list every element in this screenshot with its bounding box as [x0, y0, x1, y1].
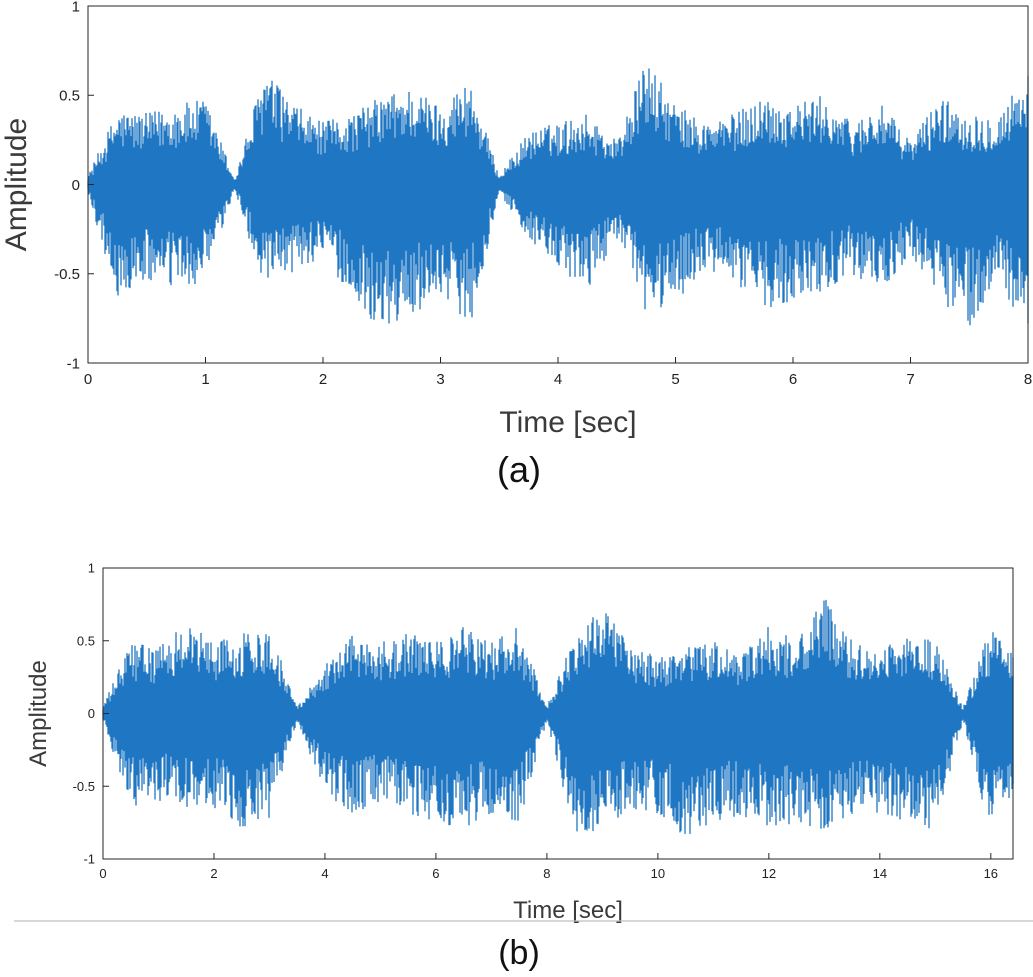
panel-a-y-tick-label: 0.5: [59, 88, 80, 105]
panel-b-waveform-series: [102, 599, 1014, 834]
panel-b-x-tick-label: 10: [651, 866, 665, 881]
panel-b-x-tick-label: 8: [543, 866, 550, 881]
panel-b-y-tick-label: 0: [88, 706, 95, 721]
panel-b-y-tick-label: 0.5: [77, 633, 95, 648]
panel-a-y-tick-label: -0.5: [54, 266, 80, 283]
panel-b-x-tick-label: 4: [321, 866, 328, 881]
panel-b-y-tick-label: 1: [88, 561, 95, 576]
panel-b-x-tick-label: 6: [432, 866, 439, 881]
panel-a-x-tick-label: 1: [201, 371, 209, 388]
panel-b-y-tick-label: -0.5: [73, 779, 95, 794]
panel-a-y-tick-label: -1: [67, 355, 80, 372]
panel-b-x-tick-label: 12: [762, 866, 776, 881]
panel-a-x-tick-label: 4: [554, 371, 562, 388]
panel-a-caption: (a): [497, 449, 541, 490]
panel-a-x-tick-label: 2: [319, 371, 327, 388]
panel-a-x-tick-label: 6: [789, 371, 797, 388]
panel-a-waveform-series: [87, 68, 1029, 326]
panel-b-x-tick-label: 2: [210, 866, 217, 881]
panel-a-x-tick-label: 7: [906, 371, 914, 388]
panel-b-x-tick-label: 14: [873, 866, 887, 881]
panel-b-y-tick-label: -1: [83, 852, 95, 867]
panel-a-x-tick-label: 0: [84, 371, 92, 388]
panel-a-x-tick-label: 8: [1024, 371, 1032, 388]
panel-a-x-tick-label: 5: [671, 371, 679, 388]
panel-b-x-tick-label: 0: [99, 866, 106, 881]
panel-a-y-tick-label: 1: [72, 0, 80, 15]
panel-b-x-tick-label: 16: [984, 866, 998, 881]
panel-a-y-tick-label: 0: [72, 177, 80, 194]
panel-a-y-axis-label: Amplitude: [0, 118, 33, 251]
panel-a-x-tick-label: 3: [436, 371, 444, 388]
panel-b-caption: (b): [498, 934, 540, 972]
panel-a-x-axis-label: Time [sec]: [499, 406, 636, 439]
panel-b-x-axis-label: Time [sec]: [513, 897, 623, 924]
panel-b-y-axis-label: Amplitude: [25, 660, 52, 767]
